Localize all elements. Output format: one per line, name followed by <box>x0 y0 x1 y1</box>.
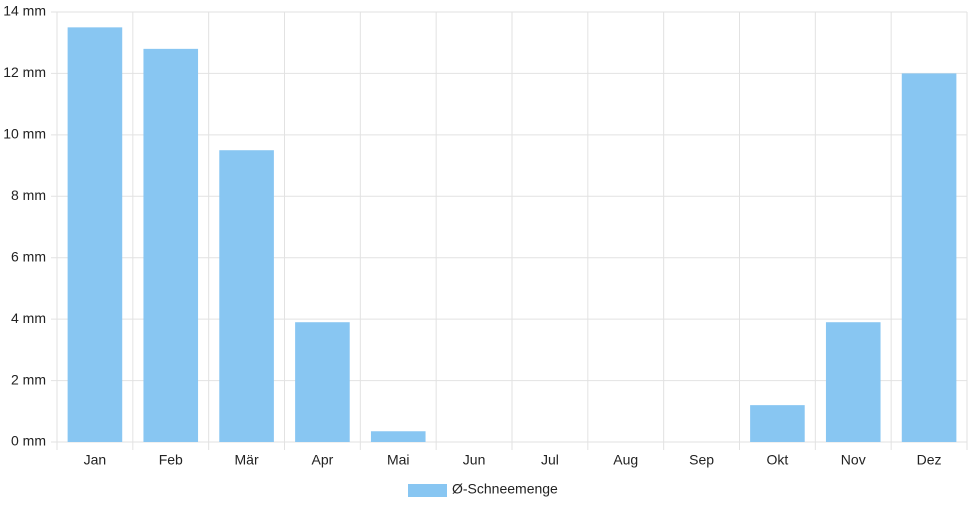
y-tick-label: 14 mm <box>3 3 46 19</box>
x-tick-label: Aug <box>613 452 638 468</box>
bar <box>67 27 123 442</box>
bar <box>370 431 426 442</box>
y-tick-label: 2 mm <box>11 371 46 387</box>
x-tick-label: Sep <box>689 452 714 468</box>
x-tick-label: Mär <box>235 452 259 468</box>
x-tick-label: Mai <box>387 452 410 468</box>
x-tick-label: Nov <box>841 452 866 468</box>
y-tick-label: 6 mm <box>11 248 46 264</box>
bar <box>901 73 957 442</box>
x-tick-label: Jul <box>541 452 559 468</box>
y-tick-label: 4 mm <box>11 310 46 326</box>
bar <box>295 322 350 442</box>
x-tick-label: Dez <box>917 452 942 468</box>
legend-swatch <box>408 484 447 497</box>
y-tick-label: 0 mm <box>11 433 46 449</box>
y-tick-label: 8 mm <box>11 187 46 203</box>
y-tick-label: 12 mm <box>3 64 46 80</box>
y-tick-label: 10 mm <box>3 126 46 142</box>
bar <box>825 322 881 442</box>
legend-label: Ø-Schneemenge <box>452 481 558 497</box>
x-tick-label: Feb <box>159 452 183 468</box>
bar <box>219 150 274 442</box>
x-tick-label: Apr <box>312 452 334 468</box>
x-tick-label: Jan <box>84 452 107 468</box>
x-tick-label: Okt <box>767 452 789 468</box>
x-tick-label: Jun <box>463 452 486 468</box>
bar <box>143 48 199 442</box>
bar <box>750 405 805 442</box>
